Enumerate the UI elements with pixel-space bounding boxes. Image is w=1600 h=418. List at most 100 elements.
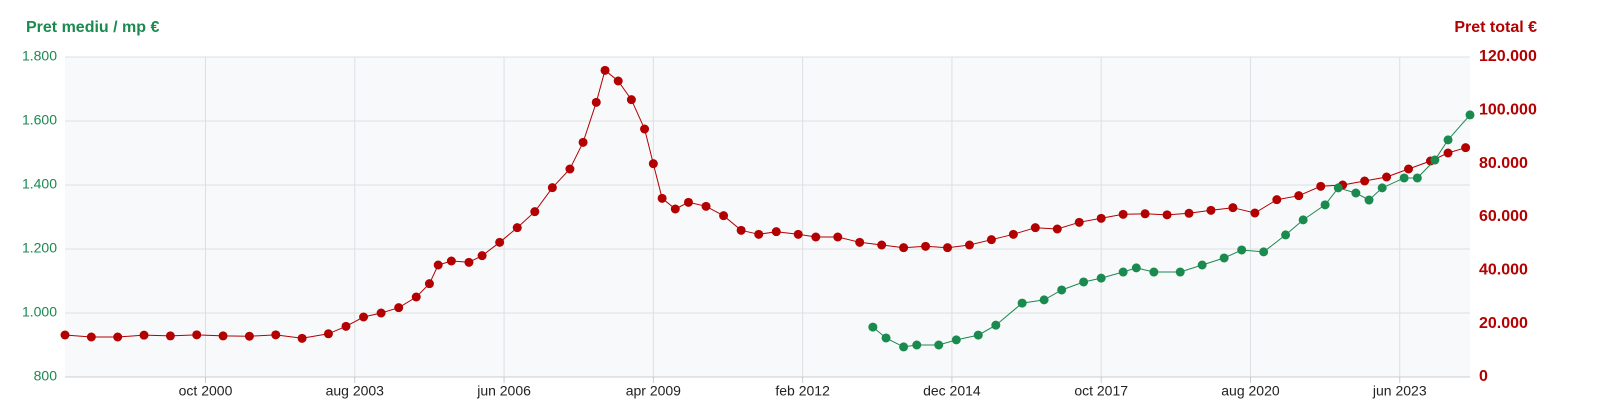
- data-point: [640, 124, 650, 134]
- data-point: [60, 330, 70, 340]
- plot-background: [65, 57, 1470, 377]
- data-point: [719, 211, 729, 221]
- data-point: [1197, 260, 1207, 270]
- data-point: [1118, 267, 1128, 277]
- data-point: [877, 240, 887, 250]
- data-point: [736, 225, 746, 235]
- data-point: [376, 308, 386, 318]
- data-point: [855, 237, 865, 247]
- y2-tick-label: 80.000: [1479, 155, 1528, 172]
- data-point: [139, 330, 149, 340]
- y-tick-label: 1.400: [22, 176, 57, 192]
- y-tick-label: 1.800: [22, 48, 57, 64]
- data-point: [1131, 263, 1141, 273]
- data-point: [833, 232, 843, 242]
- x-tick-label: aug 2003: [326, 383, 385, 399]
- x-tick-label: jun 2023: [1372, 383, 1427, 399]
- data-point: [899, 342, 909, 352]
- data-point: [1351, 188, 1361, 198]
- data-point: [1360, 176, 1370, 186]
- data-point: [1206, 205, 1216, 215]
- data-point: [951, 335, 961, 345]
- data-point: [811, 232, 821, 242]
- data-point: [701, 201, 711, 211]
- data-point: [1465, 110, 1475, 120]
- x-tick-label: feb 2012: [775, 383, 830, 399]
- data-point: [1272, 195, 1282, 205]
- data-point: [530, 207, 540, 217]
- data-point: [578, 137, 588, 147]
- data-point: [244, 331, 254, 341]
- data-point: [1030, 223, 1040, 233]
- data-point: [1052, 224, 1062, 234]
- data-point: [1382, 172, 1392, 182]
- y2-tick-label: 0: [1479, 368, 1488, 385]
- data-point: [912, 340, 922, 350]
- data-point: [464, 257, 474, 267]
- data-point: [477, 251, 487, 261]
- data-point: [1228, 203, 1238, 213]
- data-point: [1219, 253, 1229, 263]
- data-point: [1320, 200, 1330, 210]
- data-point: [771, 227, 781, 237]
- data-point: [1259, 247, 1269, 257]
- data-point: [1175, 267, 1185, 277]
- data-point: [1118, 209, 1128, 219]
- data-point: [1057, 285, 1067, 295]
- data-point: [1412, 173, 1422, 183]
- data-point: [323, 329, 333, 339]
- data-point: [394, 303, 404, 313]
- data-point: [1281, 230, 1291, 240]
- data-point: [1377, 183, 1387, 193]
- data-point: [943, 243, 953, 253]
- data-point: [1008, 229, 1018, 239]
- data-point: [341, 321, 351, 331]
- data-point: [1404, 164, 1414, 174]
- data-point: [113, 332, 123, 342]
- data-point: [495, 237, 505, 247]
- y2-tick-label: 60.000: [1479, 208, 1528, 225]
- data-point: [411, 292, 421, 302]
- data-point: [899, 243, 909, 253]
- data-point: [565, 164, 575, 174]
- data-point: [657, 193, 667, 203]
- data-point: [512, 223, 522, 233]
- y2-axis-title: Pret total €: [1454, 19, 1537, 36]
- data-point: [271, 330, 281, 340]
- data-point: [192, 330, 202, 340]
- data-point: [964, 240, 974, 250]
- data-point: [1250, 208, 1260, 218]
- y2-tick-label: 20.000: [1479, 315, 1528, 332]
- data-point: [433, 260, 443, 270]
- data-point: [1333, 183, 1343, 193]
- x-tick-label: aug 2020: [1221, 383, 1280, 399]
- data-point: [881, 333, 891, 343]
- data-point: [934, 340, 944, 350]
- data-point: [613, 76, 623, 86]
- y-axis-title: Pret mediu / mp €: [26, 19, 159, 36]
- data-point: [547, 183, 557, 193]
- data-point: [1039, 295, 1049, 305]
- data-point: [973, 330, 983, 340]
- data-point: [86, 332, 96, 342]
- data-point: [359, 312, 369, 322]
- data-point: [1074, 217, 1084, 227]
- data-point: [591, 97, 601, 107]
- data-point: [991, 320, 1001, 330]
- data-point: [868, 322, 878, 332]
- y2-tick-label: 40.000: [1479, 262, 1528, 279]
- data-point: [1298, 215, 1308, 225]
- data-point: [1079, 277, 1089, 287]
- data-point: [1017, 298, 1027, 308]
- data-point: [754, 229, 764, 239]
- data-point: [1316, 181, 1326, 191]
- data-point: [648, 159, 658, 169]
- data-point: [297, 333, 307, 343]
- y2-tick-label: 100.000: [1479, 102, 1537, 119]
- data-point: [1140, 209, 1150, 219]
- data-point: [1399, 173, 1409, 183]
- data-point: [1294, 191, 1304, 201]
- data-point: [1096, 273, 1106, 283]
